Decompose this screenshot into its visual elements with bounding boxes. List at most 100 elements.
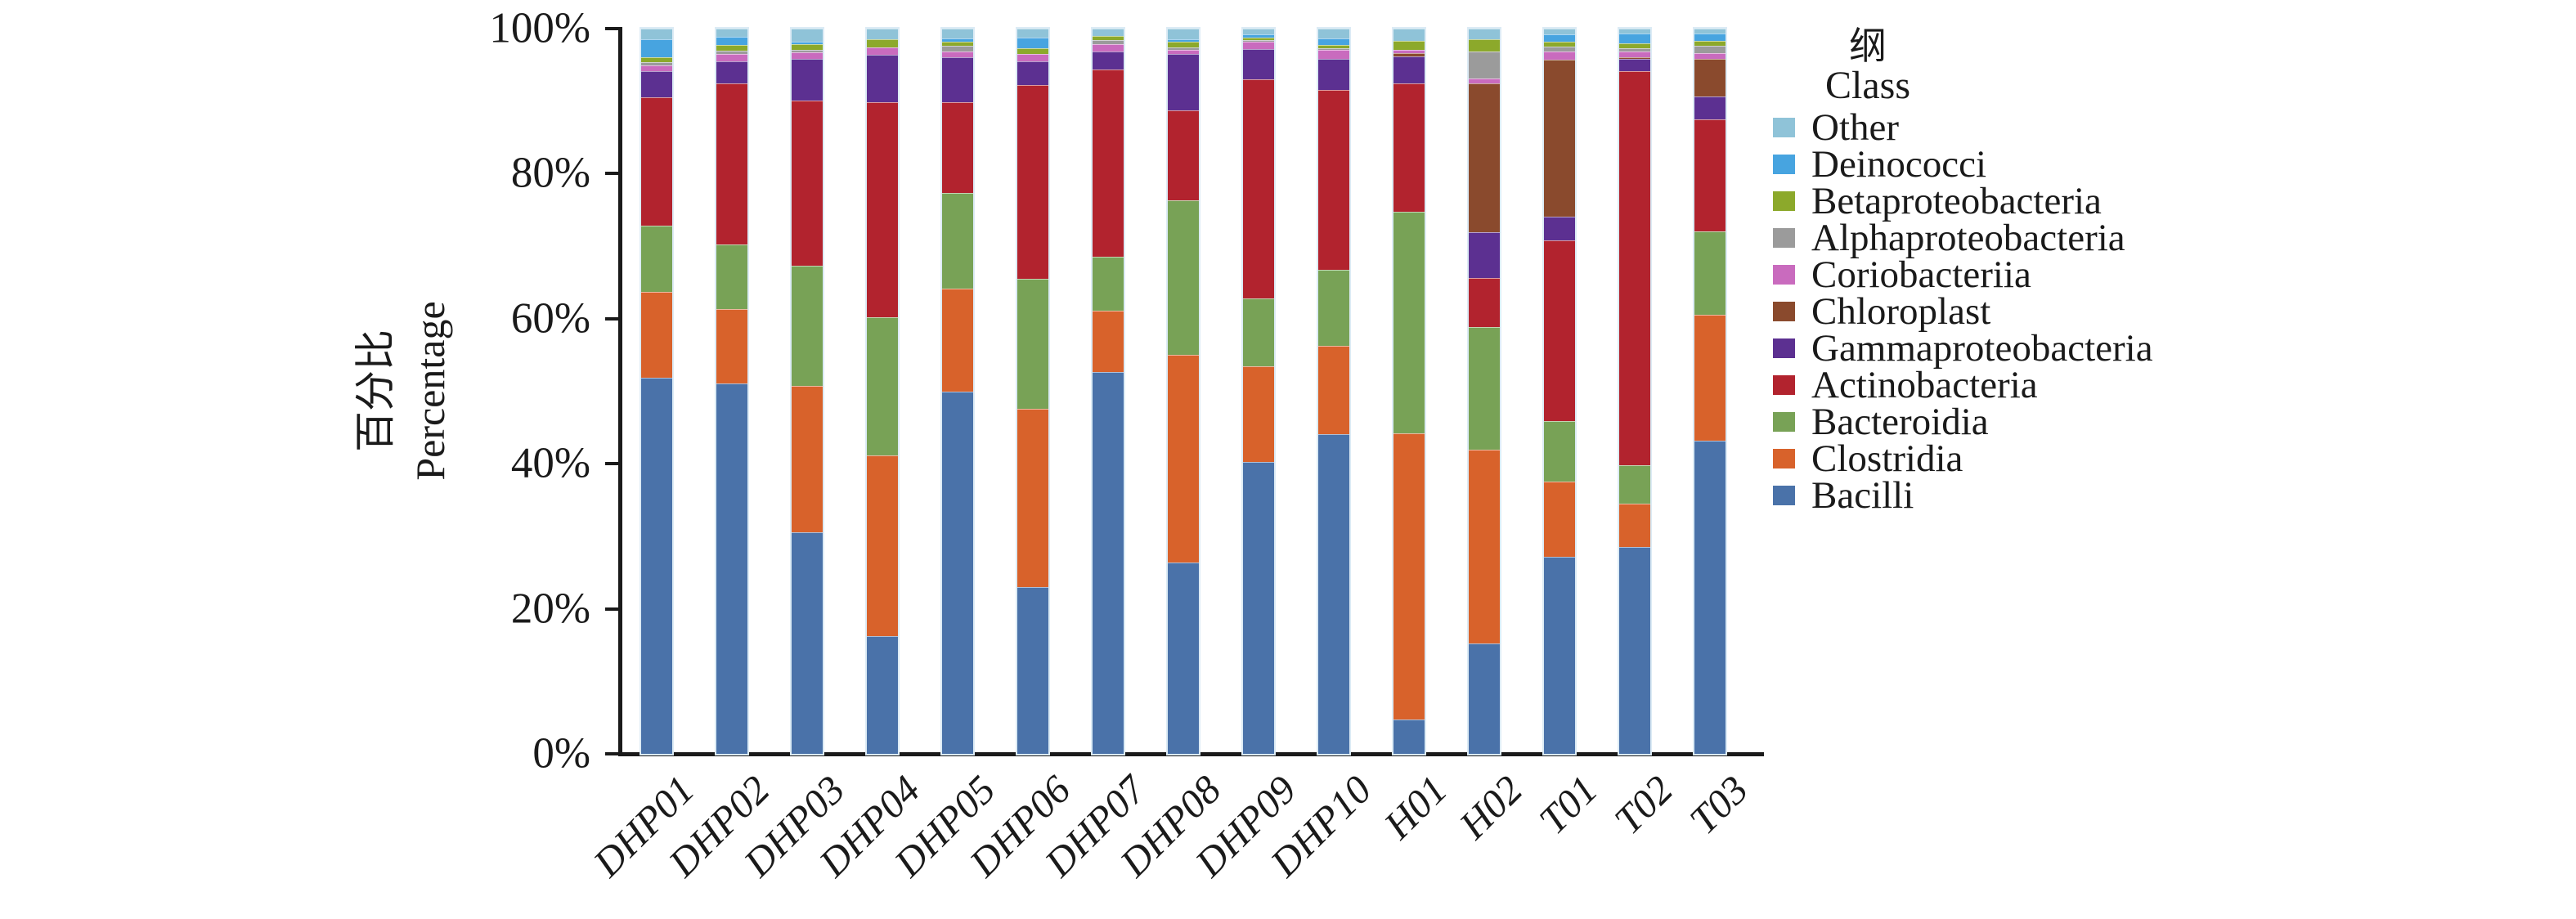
bar-segment-DHP05-Bacteroidia: [942, 193, 973, 289]
bar-segment-DHP04-Gammaproteobacteria: [867, 54, 898, 102]
bar-segment-T03-Bacteroidia: [1694, 231, 1726, 315]
bar-segment-DHP04-Betaproteobacteria: [867, 39, 898, 48]
bar-segment-T01-Other: [1544, 29, 1575, 35]
bar-segment-T02-Other: [1619, 29, 1650, 34]
bar-segment-T03-Alphaproteobacteria: [1694, 46, 1726, 54]
bar-segment-T01-Gammaproteobacteria: [1544, 216, 1575, 241]
bar-segment-DHP06-Actinobacteria: [1017, 85, 1048, 280]
bar-segment-DHP06-Bacteroidia: [1017, 279, 1048, 409]
bar-segment-DHP01-Actinobacteria: [641, 97, 672, 226]
bar-segment-DHP03-Bacteroidia: [792, 266, 823, 387]
y-tick-label-0: 0%: [532, 729, 590, 778]
bar-H01: [1393, 29, 1425, 754]
y-tick-0: [605, 752, 619, 755]
bar-segment-T01-Chloroplast: [1544, 60, 1575, 217]
legend-item-Actinobacteria: Actinobacteria: [1773, 365, 2153, 404]
bar-segment-T03-Other: [1694, 29, 1726, 34]
bar-segment-T02-Chloroplast: [1619, 56, 1650, 60]
bar-segment-DHP07-Coriobacteriia: [1093, 43, 1124, 52]
bar-segment-DHP10-Other: [1318, 29, 1349, 38]
bar-segment-H02-Gammaproteobacteria: [1469, 232, 1500, 279]
bar-segment-DHP05-Betaproteobacteria: [942, 42, 973, 47]
y-tick-60: [605, 316, 619, 321]
x-axis-line: [618, 752, 1764, 756]
bar-segment-DHP08-Gammaproteobacteria: [1168, 54, 1199, 111]
legend-item-Bacteroidia: Bacteroidia: [1773, 402, 2153, 441]
bar-segment-DHP01-Coriobacteriia: [641, 65, 672, 72]
bar-segment-DHP07-Actinobacteria: [1093, 69, 1124, 258]
bar-segment-DHP02-Betaproteobacteria: [716, 45, 747, 51]
legend-item-Deinococci: Deinococci: [1773, 145, 2153, 183]
x-label-T02: T02: [1604, 766, 1681, 843]
legend-item-Clostridia: Clostridia: [1773, 439, 2153, 477]
legend-label-Actinobacteria: Actinobacteria: [1811, 363, 2038, 406]
bar-DHP02: [716, 29, 747, 754]
bar-segment-T01-Bacteroidia: [1544, 420, 1575, 482]
bar-segment-T01-Clostridia: [1544, 482, 1575, 557]
y-tick-100: [605, 27, 619, 30]
bar-segment-H01-Actinobacteria: [1393, 83, 1425, 213]
bar-segment-DHP01-Clostridia: [641, 292, 672, 378]
x-label-T01: T01: [1529, 766, 1606, 843]
y-tick-label-60: 60%: [510, 294, 590, 343]
bar-segment-DHP08-Bacilli: [1168, 562, 1199, 754]
x-label-T03: T03: [1680, 766, 1757, 843]
bar-segment-DHP01-Bacteroidia: [641, 226, 672, 292]
bar-segment-H02-Bacilli: [1469, 643, 1500, 754]
bar-segment-DHP05-Bacilli: [942, 392, 973, 754]
bar-segment-DHP02-Other: [716, 29, 747, 37]
bar-segment-T01-Betaproteobacteria: [1544, 42, 1575, 47]
bar-segment-T03-Coriobacteriia: [1694, 53, 1726, 60]
bar-DHP07: [1093, 29, 1124, 754]
bar-segment-DHP09-Betaproteobacteria: [1243, 37, 1274, 41]
bar-segment-DHP09-Deinococci: [1243, 34, 1274, 38]
legend-title-zh: 纲: [1849, 25, 1887, 67]
bar-segment-DHP02-Gammaproteobacteria: [716, 61, 747, 83]
bar-segment-DHP10-Alphaproteobacteria: [1318, 48, 1349, 50]
legend-item-Chloroplast: Chloroplast: [1773, 292, 2153, 330]
bar-segment-DHP09-Alphaproteobacteria: [1243, 40, 1274, 43]
y-tick-label-40: 40%: [510, 439, 590, 487]
bar-segment-DHP03-Alphaproteobacteria: [792, 49, 823, 53]
bar-segment-DHP03-Actinobacteria: [792, 100, 823, 267]
bar-segment-DHP06-Bacilli: [1017, 587, 1048, 754]
bar-segment-H02-Clostridia: [1469, 450, 1500, 644]
y-tick-80: [605, 172, 619, 176]
bar-DHP05: [942, 29, 973, 754]
legend: 纲 Class Other Deinococci Betaproteobacteri…: [1773, 28, 2153, 522]
bar-segment-DHP10-Gammaproteobacteria: [1318, 59, 1349, 91]
bar-segment-DHP08-Alphaproteobacteria: [1168, 47, 1199, 50]
legend-label-Coriobacteriia: Coriobacteriia: [1811, 253, 2031, 296]
legend-item-Bacilli: Bacilli: [1773, 476, 2153, 514]
bar-segment-DHP03-Other: [792, 29, 823, 43]
legend-label-Gammaproteobacteria: Gammaproteobacteria: [1811, 326, 2153, 370]
bar-segment-DHP06-Other: [1017, 29, 1048, 38]
bar-segment-T02-Bacilli: [1619, 547, 1650, 754]
bar-segment-DHP07-Gammaproteobacteria: [1093, 52, 1124, 69]
y-tick-40: [605, 462, 619, 466]
bar-DHP03: [792, 29, 823, 754]
legend-label-Chloroplast: Chloroplast: [1811, 289, 1991, 333]
bar-segment-DHP06-Coriobacteriia: [1017, 54, 1048, 61]
legend-label-Bacilli: Bacilli: [1811, 473, 1914, 517]
y-tick-label-20: 20%: [510, 585, 590, 633]
legend-swatch-Gammaproteobacteria: [1773, 338, 1795, 359]
bar-segment-T02-Gammaproteobacteria: [1619, 59, 1650, 72]
legend-label-Bacteroidia: Bacteroidia: [1811, 400, 1989, 443]
bar-segment-DHP10-Bacteroidia: [1318, 269, 1349, 346]
bar-segment-DHP03-Coriobacteriia: [792, 52, 823, 60]
bar-segment-T02-Alphaproteobacteria: [1619, 48, 1650, 52]
legend-title-en: Class: [1824, 64, 1910, 107]
bar-segment-T01-Actinobacteria: [1544, 240, 1575, 421]
bar-DHP10: [1318, 29, 1349, 754]
bar-segment-H01-Bacteroidia: [1393, 212, 1425, 433]
legend-swatch-Deinococci: [1773, 155, 1795, 175]
legend-label-Clostridia: Clostridia: [1811, 437, 1963, 480]
bar-segment-DHP02-Clostridia: [716, 309, 747, 383]
bar-segment-T02-Coriobacteriia: [1619, 52, 1650, 57]
bar-segment-DHP10-Bacilli: [1318, 433, 1349, 754]
bar-segment-DHP09-Bacteroidia: [1243, 298, 1274, 367]
bar-segment-DHP09-Other: [1243, 29, 1274, 35]
bar-segment-DHP05-Other: [942, 29, 973, 38]
bar-segment-DHP02-Alphaproteobacteria: [716, 50, 747, 55]
